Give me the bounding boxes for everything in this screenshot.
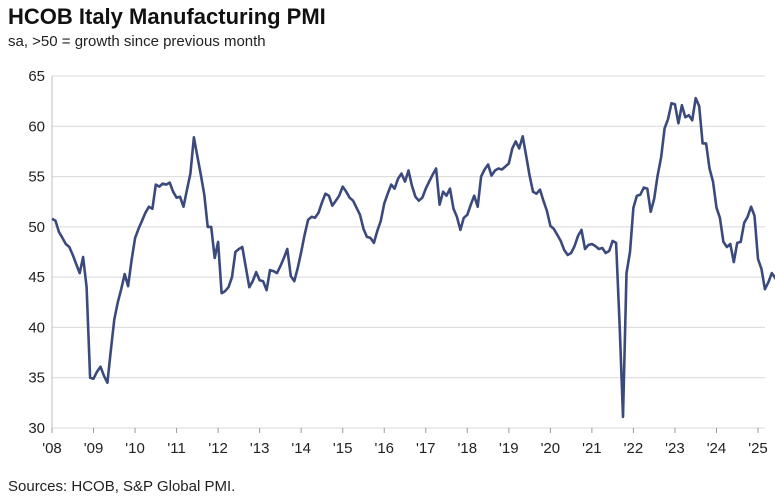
x-tick-label: '23	[665, 440, 685, 457]
x-tick-label: '19	[499, 440, 519, 457]
y-tick-label: 60	[28, 118, 45, 135]
y-tick-label: 65	[28, 68, 45, 85]
source-note: Sources: HCOB, S&P Global PMI.	[8, 478, 236, 495]
chart-subtitle: sa, >50 = growth since previous month	[8, 33, 266, 50]
x-tick-label: '13	[250, 440, 270, 457]
x-tick-label: '08	[42, 440, 62, 457]
y-tick-label: 45	[28, 269, 45, 286]
x-tick-label: '11	[167, 440, 185, 457]
y-tick-label: 55	[28, 169, 45, 186]
x-tick-label: '12	[208, 440, 228, 457]
y-tick-label: 30	[28, 420, 45, 437]
y-tick-label: 50	[28, 219, 45, 236]
x-tick-label: '24	[707, 440, 727, 457]
x-tick-label: '14	[291, 440, 311, 457]
y-tick-label: 40	[28, 319, 45, 336]
x-tick-label: '18	[458, 440, 478, 457]
x-tick-label: '20	[541, 440, 561, 457]
x-tick-label: '22	[624, 440, 644, 457]
pmi-series-line	[51, 96, 775, 419]
x-tick-label: '17	[416, 440, 436, 457]
y-tick-label: 35	[28, 370, 45, 387]
x-tick-label: '15	[333, 440, 353, 457]
x-tick-label: '10	[125, 440, 145, 457]
x-tick-label: '25	[748, 440, 768, 457]
x-tick-label: '16	[374, 440, 394, 457]
x-tick-label: '09	[84, 440, 104, 457]
x-tick-label: '21	[582, 440, 602, 457]
chart-title: HCOB Italy Manufacturing PMI	[8, 4, 326, 29]
